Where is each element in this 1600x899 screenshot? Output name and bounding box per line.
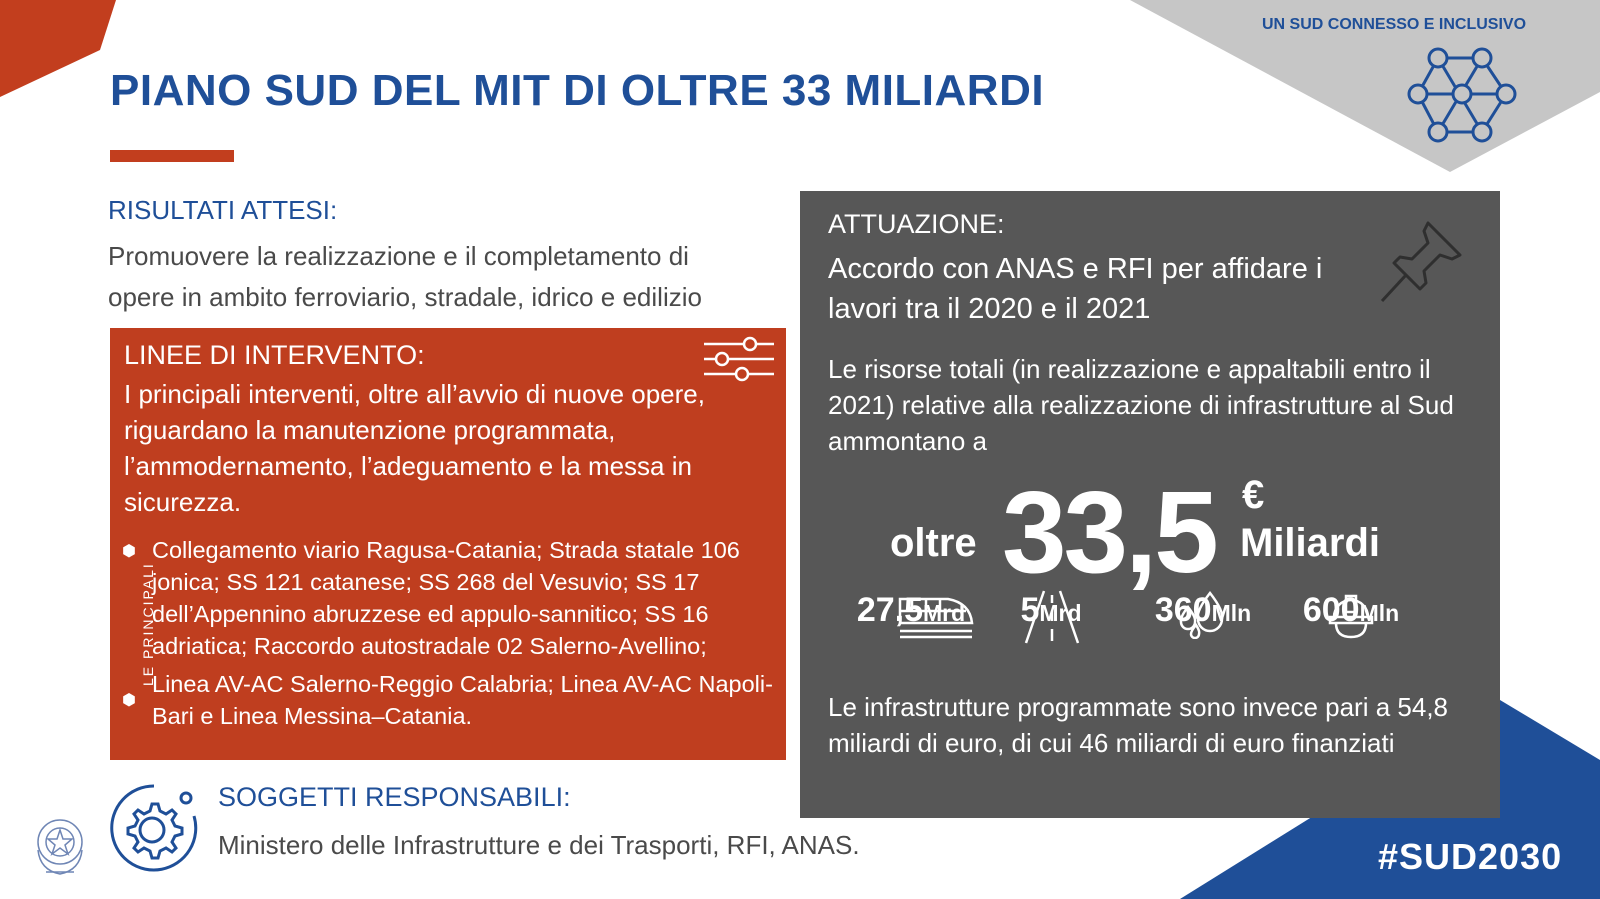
hexagon-bullet-icon: ⬢ bbox=[122, 692, 136, 709]
highlight-currency: € bbox=[1242, 473, 1265, 517]
expected-results-label: RISULTATI ATTESI: bbox=[108, 195, 338, 225]
stat-unit: Mrd bbox=[1039, 600, 1082, 626]
stat-unit: Mln bbox=[1211, 600, 1252, 626]
water-drops-icon bbox=[1179, 590, 1224, 639]
list-item: Collegamento viario Ragusa-Catania; Stra… bbox=[152, 537, 740, 659]
expected-results-text: Promuovere la realizzazione e il complet… bbox=[108, 241, 702, 312]
hexagon-bullet-icon: ⬢ bbox=[122, 543, 136, 560]
highlight-amount: oltre 33,5 € Miliardi bbox=[890, 467, 1410, 597]
corner-decoration-red bbox=[0, 0, 116, 97]
stat-value: 27,5 bbox=[856, 591, 923, 629]
implementation-label: ATTUAZIONE: bbox=[828, 209, 1005, 239]
stat-value: 5 bbox=[1020, 591, 1040, 629]
stat-road: 5Mrd bbox=[976, 591, 1126, 630]
intervention-intro: I principali interventi, oltre all’avvio… bbox=[124, 379, 705, 517]
agreement-text: Accordo con ANAS e RFI per affidare i la… bbox=[828, 253, 1323, 325]
hashtag: #SUD2030 bbox=[1378, 836, 1563, 877]
stat-unit: Mrd bbox=[923, 600, 966, 626]
list-item: Linea AV-AC Salerno-Reggio Calabria; Lin… bbox=[152, 671, 773, 729]
stat-rail: 27,5Mrd bbox=[836, 591, 986, 630]
responsible-label: SOGGETTI RESPONSABILI: bbox=[218, 782, 571, 812]
helmet-icon bbox=[1328, 594, 1374, 639]
page-title: PIANO SUD DEL MIT DI OLTRE 33 MILIARDI bbox=[110, 66, 1045, 115]
stat-water: 360Mln bbox=[1128, 591, 1278, 630]
intervention-lines-panel: LINEE DI INTERVENTO: I principali interv… bbox=[110, 328, 786, 760]
planned-text: Le infrastrutture programmate sono invec… bbox=[828, 692, 1449, 758]
highlight-value: 33,5 bbox=[1002, 467, 1219, 597]
intervention-lines-label: LINEE DI INTERVENTO: bbox=[124, 340, 425, 370]
train-icon bbox=[898, 597, 974, 639]
stat-value: 600 bbox=[1302, 591, 1360, 629]
tagline: UN SUD CONNESSO E INCLUSIVO bbox=[1262, 16, 1527, 33]
title-underline bbox=[110, 150, 234, 162]
stat-value: 360 bbox=[1154, 591, 1212, 629]
stat-buildings: 600Mln bbox=[1276, 591, 1426, 630]
responsible-text: Ministero delle Infrastrutture e dei Tra… bbox=[218, 830, 860, 860]
sliders-icon bbox=[704, 336, 774, 382]
network-icon bbox=[1407, 47, 1517, 143]
road-icon bbox=[1024, 590, 1080, 644]
stat-unit: Mln bbox=[1359, 600, 1400, 626]
pushpin-icon bbox=[1380, 221, 1462, 303]
implementation-panel: ATTUAZIONE: Accordo con ANAS e RFI per a… bbox=[800, 191, 1500, 818]
highlight-unit: Miliardi bbox=[1240, 521, 1381, 565]
gear-icon bbox=[110, 784, 198, 872]
republic-emblem-icon bbox=[37, 819, 83, 875]
highlight-prefix: oltre bbox=[890, 521, 977, 565]
resources-text: Le risorse totali (in realizzazione e ap… bbox=[828, 354, 1454, 456]
